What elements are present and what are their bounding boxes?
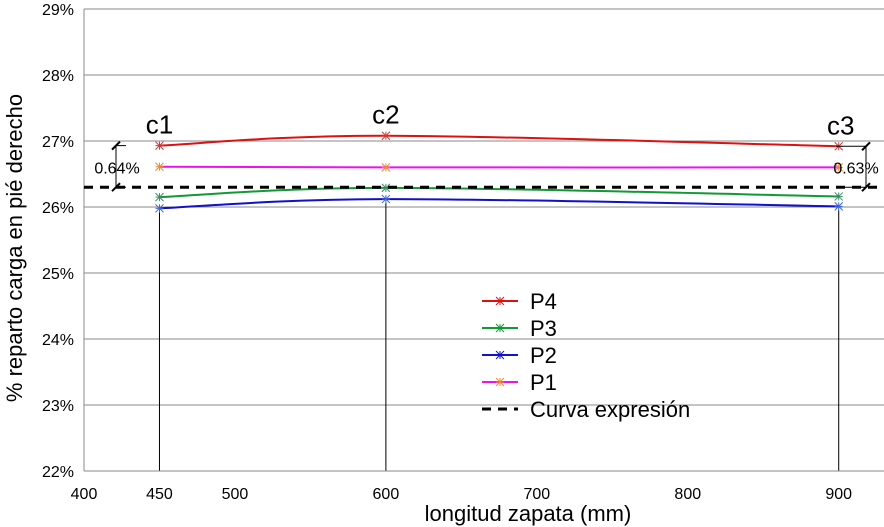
dimension-label: 0.63% bbox=[833, 161, 878, 178]
x-tick-label: 800 bbox=[674, 486, 701, 503]
tick-labels: 22% 23% 24% 25% 26% 27% 28% 29% 400 450 500 600 700 8… bbox=[42, 2, 852, 503]
marker-stroke bbox=[381, 131, 391, 141]
x-tick-label: 600 bbox=[373, 486, 400, 503]
legend-label: P4 bbox=[530, 289, 557, 314]
data-point bbox=[155, 141, 164, 150]
grid-lines bbox=[84, 8, 884, 406]
legend-label: P1 bbox=[530, 370, 557, 395]
marker-stroke bbox=[834, 192, 844, 201]
series-line-p2 bbox=[159, 198, 839, 210]
y-tick-label: 28% bbox=[42, 68, 74, 85]
legend-item: P4 bbox=[482, 289, 557, 314]
x-tick-label: 500 bbox=[222, 486, 249, 503]
data-point bbox=[155, 162, 164, 172]
marker-stroke bbox=[495, 377, 505, 387]
legend-marker bbox=[495, 350, 505, 360]
marker-stroke bbox=[834, 201, 844, 211]
marker-stroke bbox=[834, 163, 844, 172]
legend-marker bbox=[495, 323, 505, 333]
legend-label: Curva expresión bbox=[530, 397, 690, 422]
x-tick-label: 700 bbox=[523, 486, 550, 503]
marker-stroke bbox=[495, 296, 505, 306]
y-tick-label: 24% bbox=[42, 332, 74, 349]
series-line-p3 bbox=[159, 186, 839, 199]
marker-stroke bbox=[155, 203, 164, 213]
dimension-label: 0.64% bbox=[94, 160, 139, 177]
marker-stroke bbox=[381, 163, 391, 172]
marker-stroke bbox=[495, 323, 505, 333]
data-point bbox=[155, 203, 164, 213]
series-lines bbox=[84, 131, 884, 213]
legend-label: P3 bbox=[530, 316, 557, 341]
data-point bbox=[381, 183, 391, 193]
dimension-right: 0.63% bbox=[833, 141, 879, 192]
marker-stroke bbox=[381, 194, 391, 204]
series-line-p4 bbox=[159, 134, 839, 148]
series-line-p1 bbox=[159, 165, 839, 169]
callout-label: c3 bbox=[827, 110, 854, 140]
data-point bbox=[155, 192, 164, 202]
x-axis-title: longitud zapata (mm) bbox=[425, 501, 632, 526]
dimension-left: 0.64% bbox=[94, 140, 140, 192]
y-axis-title: % reparto carga en pié derecho bbox=[2, 94, 27, 402]
dimension-annotations: 0.64% 0.63% bbox=[94, 140, 879, 192]
marker-stroke bbox=[381, 183, 391, 193]
y-tick-label: 29% bbox=[42, 2, 74, 19]
position-callouts: c1 c2 c3 bbox=[146, 100, 855, 141]
legend-marker bbox=[495, 296, 505, 306]
data-point bbox=[834, 163, 844, 172]
data-point bbox=[834, 192, 844, 201]
callout-label: c1 bbox=[146, 110, 173, 140]
legend-item: P1 bbox=[482, 370, 557, 395]
marker-stroke bbox=[155, 192, 164, 202]
callout-label: c2 bbox=[372, 100, 399, 130]
legend-item: P3 bbox=[482, 316, 557, 341]
y-tick-label: 27% bbox=[42, 134, 74, 151]
x-tick-label: 400 bbox=[71, 486, 98, 503]
legend-item: P2 bbox=[482, 343, 557, 368]
marker-stroke bbox=[155, 162, 164, 172]
legend-label: P2 bbox=[530, 343, 557, 368]
y-tick-label: 25% bbox=[42, 266, 74, 283]
marker-stroke bbox=[155, 141, 164, 150]
y-tick-label: 22% bbox=[42, 464, 74, 481]
x-tick-label: 450 bbox=[146, 486, 173, 503]
x-tick-label: 900 bbox=[825, 486, 852, 503]
legend-item: Curva expresión bbox=[482, 397, 690, 422]
marker-stroke bbox=[495, 350, 505, 360]
axes bbox=[83, 9, 884, 472]
data-point bbox=[381, 131, 391, 141]
position-markers bbox=[158, 203, 840, 471]
data-point bbox=[381, 194, 391, 204]
legend-marker bbox=[495, 377, 505, 387]
data-point bbox=[381, 163, 391, 172]
data-point bbox=[834, 201, 844, 211]
y-tick-label: 26% bbox=[42, 200, 74, 217]
y-tick-label: 23% bbox=[42, 398, 74, 415]
